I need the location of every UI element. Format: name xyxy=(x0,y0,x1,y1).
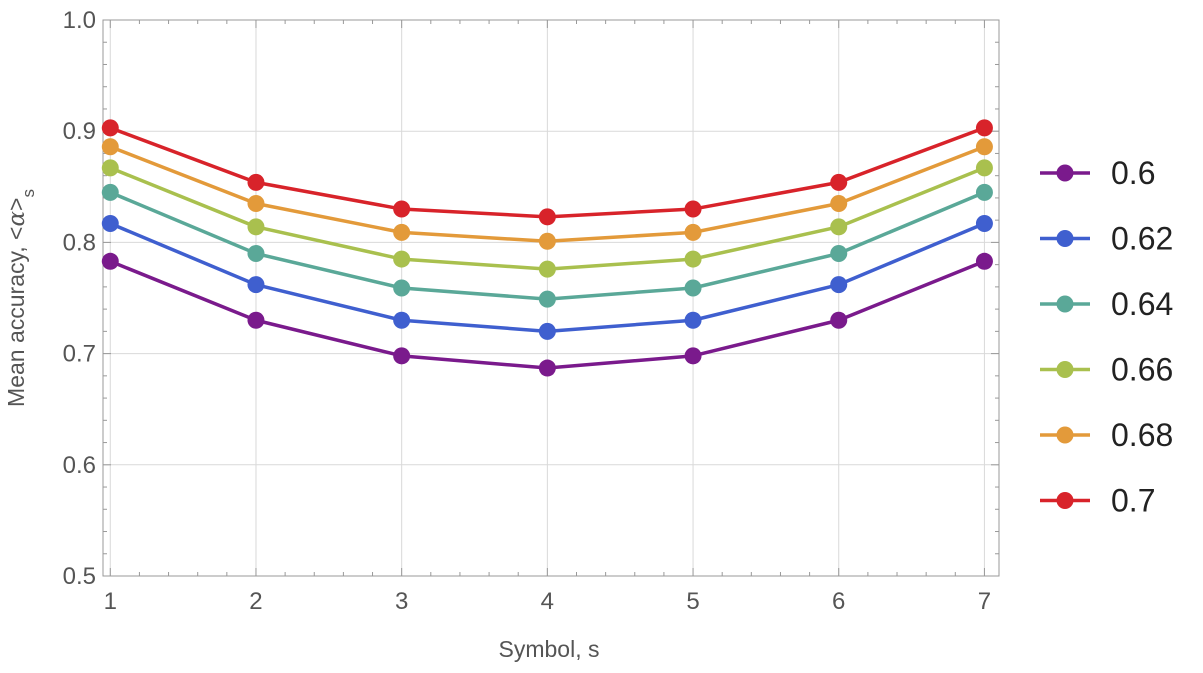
series-0.64 xyxy=(101,183,993,308)
data-point xyxy=(830,245,848,263)
data-point xyxy=(830,194,848,212)
data-point xyxy=(684,279,702,297)
legend-item: 0.64 xyxy=(1040,286,1173,322)
data-point xyxy=(684,223,702,241)
data-point xyxy=(684,311,702,329)
y-tick-label: 0.6 xyxy=(63,452,96,479)
data-point xyxy=(393,347,411,365)
data-point xyxy=(247,311,265,329)
legend-item: 0.66 xyxy=(1040,352,1173,388)
data-point xyxy=(975,252,993,270)
data-point xyxy=(830,173,848,191)
x-tick-label: 3 xyxy=(395,588,408,615)
data-point xyxy=(975,138,993,156)
data-point xyxy=(247,276,265,294)
data-point xyxy=(101,138,119,156)
data-point xyxy=(538,359,556,377)
data-point xyxy=(538,208,556,226)
y-tick-labels: 0.5 0.6 0.7 0.8 0.9 1.0 xyxy=(63,7,96,590)
legend-label: 0.68 xyxy=(1111,417,1173,453)
data-point xyxy=(830,276,848,294)
data-point xyxy=(684,347,702,365)
legend-swatch-marker xyxy=(1056,230,1074,247)
series-0.62 xyxy=(101,214,993,340)
y-tick-label: 0.7 xyxy=(63,341,96,368)
data-point xyxy=(247,218,265,236)
series-0.66 xyxy=(101,159,993,278)
legend-item: 0.68 xyxy=(1040,417,1173,453)
x-tick-label: 7 xyxy=(978,588,991,615)
legend-swatch-marker xyxy=(1056,361,1074,378)
legend-swatch-marker xyxy=(1056,164,1074,182)
legend-item: 0.62 xyxy=(1040,221,1173,257)
y-tick-label: 0.8 xyxy=(63,229,96,256)
data-point xyxy=(830,218,848,236)
legend-item: 0.7 xyxy=(1040,483,1155,519)
legend-swatch-marker xyxy=(1056,492,1074,509)
data-point xyxy=(247,173,265,191)
data-point xyxy=(393,223,411,241)
legend-item: 0.6 xyxy=(1040,155,1155,191)
data-point xyxy=(101,183,119,201)
data-point xyxy=(975,214,993,232)
data-point xyxy=(538,260,556,278)
legend-label: 0.6 xyxy=(1111,155,1155,191)
data-point xyxy=(830,311,848,329)
data-point xyxy=(393,279,411,297)
data-point xyxy=(684,200,702,218)
legend-swatch-marker xyxy=(1056,426,1074,444)
data-point xyxy=(101,252,119,270)
data-point xyxy=(538,290,556,308)
series-0.7 xyxy=(101,119,993,226)
x-tick-label: 2 xyxy=(249,588,262,615)
y-axis-title: Mean accuracy, <α>s xyxy=(3,189,38,407)
y-axis-title-symbol: α xyxy=(4,211,30,227)
y-axis-title-main: Mean accuracy, < xyxy=(3,227,29,407)
plot-frame xyxy=(102,19,1000,577)
y-axis-title-close: > xyxy=(3,198,29,211)
x-tick-label: 5 xyxy=(686,588,699,615)
data-point xyxy=(101,214,119,232)
y-tick-label: 0.5 xyxy=(63,563,96,590)
x-tick-label: 4 xyxy=(541,588,554,615)
data-point xyxy=(975,183,993,201)
data-point xyxy=(393,200,411,218)
data-point xyxy=(975,119,993,137)
y-tick-label: 1.0 xyxy=(63,7,96,34)
data-point xyxy=(101,159,119,177)
x-tick-labels: 1 2 3 4 5 6 7 xyxy=(104,588,992,615)
x-tick-label: 1 xyxy=(104,588,117,615)
data-point xyxy=(538,232,556,250)
data-point xyxy=(247,245,265,263)
series-0.68 xyxy=(101,138,993,250)
x-tick-label: 6 xyxy=(832,588,845,615)
data-point xyxy=(101,119,119,137)
y-axis-title-subscript: s xyxy=(19,189,38,198)
legend-label: 0.62 xyxy=(1111,221,1173,257)
legend-label: 0.64 xyxy=(1111,286,1173,322)
data-point xyxy=(538,322,556,340)
y-tick-label: 0.9 xyxy=(63,118,96,145)
legend-label: 0.66 xyxy=(1111,352,1173,388)
data-point xyxy=(247,194,265,212)
data-point xyxy=(393,250,411,268)
data-point xyxy=(684,250,702,268)
series-0.6 xyxy=(101,252,993,377)
series xyxy=(101,119,993,377)
data-point xyxy=(975,159,993,177)
legend: 0.6 0.62 0.64 0.66 0.68 0.7 xyxy=(1040,155,1173,519)
legend-swatch-marker xyxy=(1056,295,1074,313)
legend-label: 0.7 xyxy=(1111,483,1155,519)
data-point xyxy=(393,311,411,329)
x-axis-title: Symbol, s xyxy=(499,636,600,662)
